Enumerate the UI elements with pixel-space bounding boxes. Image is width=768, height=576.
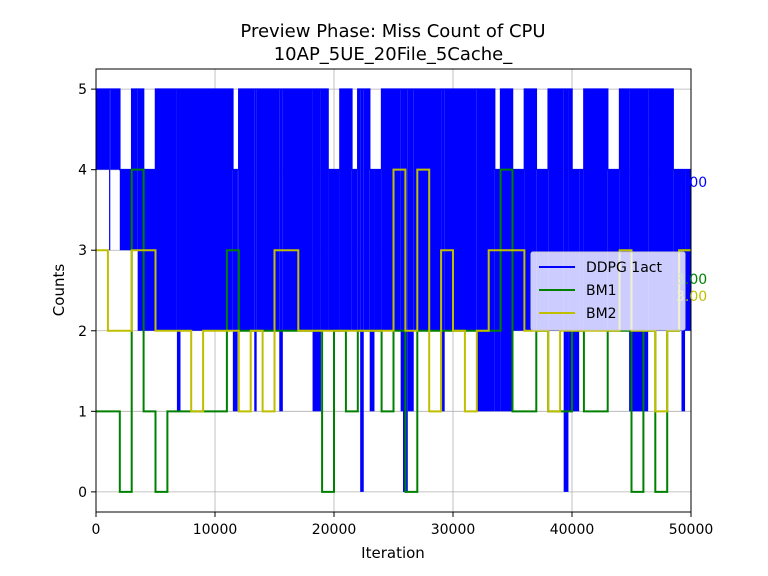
ddpg-band-segment	[374, 169, 382, 331]
series-layer	[96, 88, 691, 493]
ddpg-band-segment	[568, 89, 572, 412]
y-tick-label: 5	[78, 82, 87, 98]
end-value-label: 4.00	[676, 175, 707, 191]
ddpg-band-segment	[369, 169, 375, 412]
ddpg-band-segment	[254, 89, 257, 412]
legend: DDPG 1act BM1 BM2	[530, 251, 686, 331]
ddpg-band-segment	[137, 89, 144, 331]
ddpg-band-segment	[444, 89, 477, 331]
y-tick-label: 4	[78, 163, 87, 179]
ddpg-band-segment	[339, 89, 352, 331]
plot-frame	[95, 68, 692, 513]
ddpg-series-line	[96, 88, 691, 171]
ddpg-band-segment	[155, 89, 177, 331]
ddpg-band-segment	[109, 89, 111, 251]
ddpg-band-segment	[673, 169, 682, 331]
legend-label-bm1: BM1	[586, 283, 617, 299]
x-tick-label: 0	[92, 522, 101, 538]
ddpg-band-segment	[524, 89, 537, 331]
x-tick-label: 20000	[312, 522, 357, 538]
ddpg-band-segment	[351, 169, 358, 331]
y-tick-label: 2	[78, 324, 87, 340]
ddpg-band-segment	[176, 89, 181, 412]
bm1-series-line	[96, 168, 691, 493]
ddpg-band-segment	[96, 89, 110, 170]
ddpg-band-segment	[400, 89, 404, 412]
x-tick-label: 40000	[550, 522, 595, 538]
ddpg-band-segment	[619, 89, 630, 331]
x-axis-label: Iteration	[361, 544, 425, 562]
ddpg-band-segment	[256, 89, 280, 331]
ddpg-band-segment	[119, 169, 132, 251]
legend-box	[530, 251, 686, 331]
ddpg-band-segment	[232, 169, 238, 412]
chart-title: Preview Phase: Miss Count of CPU	[240, 21, 545, 42]
y-tick-label: 0	[78, 485, 87, 501]
ddpg-band-segment	[312, 89, 321, 412]
ddpg-band-segment	[407, 89, 414, 412]
ddpg-band-segment	[110, 89, 120, 170]
y-tick-label: 1	[78, 404, 87, 420]
x-tick-label: 50000	[669, 522, 714, 538]
ddpg-band-segment	[180, 89, 233, 331]
chart-subtitle: 10AP_5UE_20File_5Cache_	[274, 44, 514, 65]
ddpg-band-segment	[328, 169, 340, 331]
ddpg-band-segment	[360, 89, 364, 492]
x-tick-label: 30000	[431, 522, 476, 538]
ddpg-band-segment	[357, 89, 361, 331]
legend-label-ddpg: DDPG 1act	[586, 260, 662, 276]
ddpg-band-segment	[238, 89, 255, 331]
legend-label-bm2: BM2	[586, 306, 617, 322]
ddpg-band-segment	[494, 169, 501, 412]
x-tick-label: 10000	[193, 522, 238, 538]
y-tick-label: 3	[78, 243, 87, 259]
ddpg-band-segment	[381, 89, 401, 331]
y-axis-label: Counts	[50, 264, 68, 317]
ddpg-band-segment	[320, 89, 329, 331]
ddpg-band-segment	[579, 169, 584, 331]
ddpg-band-segment	[607, 169, 620, 331]
ticks: 0 10000 20000 30000 40000 50000 0 1 2 3 4 5	[78, 82, 713, 538]
ddpg-band-segment	[536, 169, 549, 331]
ddpg-band-segment	[363, 89, 370, 331]
